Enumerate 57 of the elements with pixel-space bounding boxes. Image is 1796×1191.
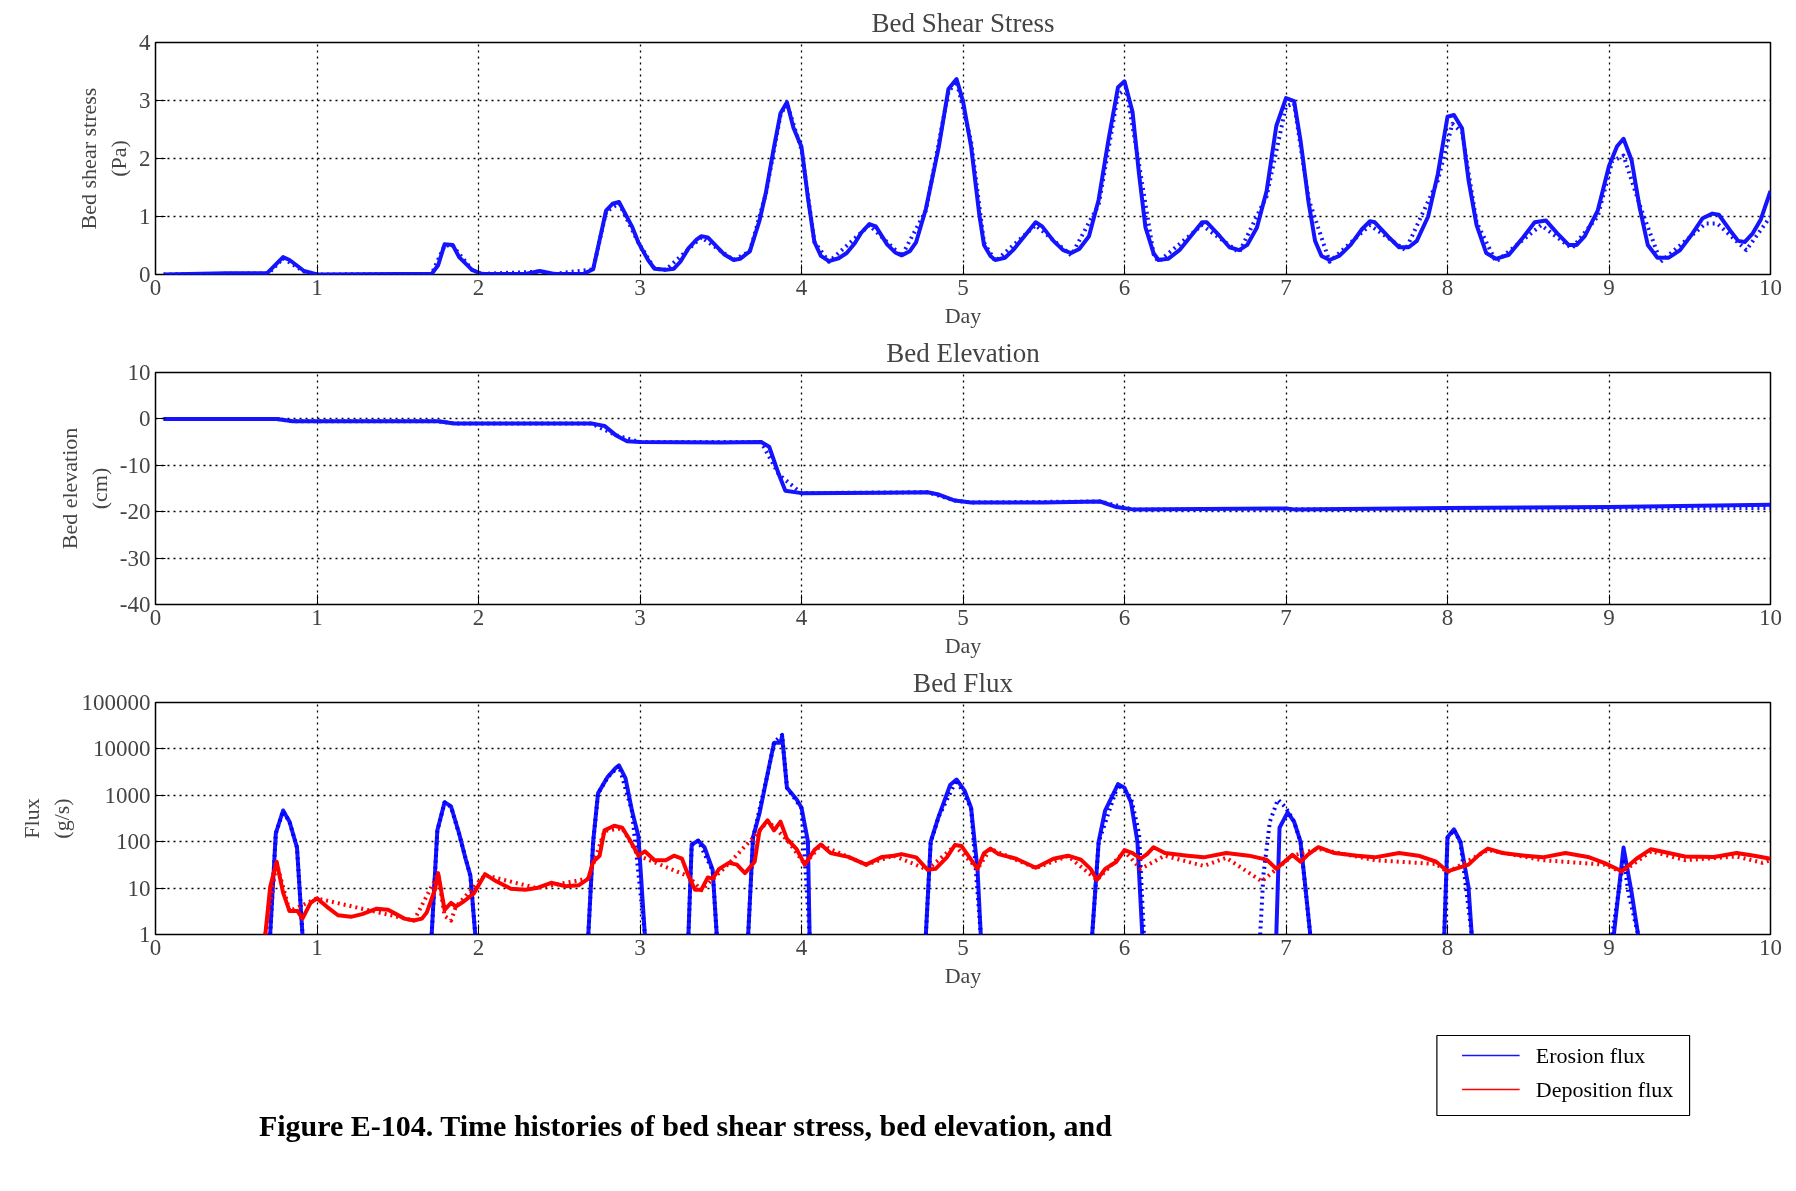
legend-label: Erosion flux <box>1535 1043 1646 1068</box>
x-tick-label: 3 <box>634 604 646 630</box>
x-tick-label: 3 <box>634 934 646 960</box>
x-tick-label: 9 <box>1603 934 1615 960</box>
x-tick-label: 4 <box>795 604 808 630</box>
chart-title: Bed Shear Stress <box>871 7 1055 38</box>
x-tick-label: 6 <box>1118 604 1131 630</box>
chart-title: Bed Elevation <box>886 337 1041 368</box>
x-tick-label: 9 <box>1603 604 1615 630</box>
y-tick-label: 2 <box>139 146 151 171</box>
x-axis-title: Day <box>944 962 982 988</box>
x-tick-label: 1 <box>311 604 323 630</box>
y-tick-label: -20 <box>119 499 151 525</box>
y-axis-title: Bed elevation (cm) <box>56 427 112 550</box>
x-tick-label: 8 <box>1441 934 1454 960</box>
y-axis-title: Bed shear stress (Pa) <box>76 87 131 230</box>
y-tick-label: -40 <box>119 592 151 617</box>
x-tick-label: 3 <box>634 274 646 300</box>
x-axis-title: Day <box>944 302 982 328</box>
x-tick-label: 10 <box>1759 934 1782 960</box>
x-tick-label: 4 <box>795 274 808 300</box>
y-tick-label: 0 <box>139 406 151 432</box>
x-tick-label: 5 <box>957 274 969 300</box>
x-tick-label: 6 <box>1118 934 1131 960</box>
y-tick-label: 100000 <box>81 690 151 715</box>
y-tick-label: 1000 <box>104 782 151 808</box>
x-tick-label: 9 <box>1603 274 1615 300</box>
y-tick-label: 3 <box>139 88 151 113</box>
y-tick-label: 1 <box>139 204 151 229</box>
x-tick-label: 5 <box>957 604 969 630</box>
y-tick-label: 4 <box>139 30 151 55</box>
x-tick-label: 6 <box>1118 274 1131 300</box>
y-tick-label: 100 <box>116 829 151 855</box>
x-axis-title: Day <box>944 632 982 658</box>
x-tick-label: 7 <box>1280 274 1292 300</box>
x-tick-label: 8 <box>1441 274 1454 300</box>
chart-title: Bed Flux <box>913 667 1014 698</box>
x-tick-label: 10 <box>1759 604 1782 630</box>
x-tick-label: 2 <box>472 604 485 630</box>
x-tick-label: 4 <box>795 934 808 960</box>
y-tick-label: 10 <box>127 875 151 901</box>
y-tick-label: 10 <box>127 360 151 385</box>
y-tick-label: 10000 <box>93 736 151 762</box>
y-axis-title: Flux (g/s) <box>18 798 74 839</box>
y-tick-label: -30 <box>119 545 151 571</box>
x-tick-label: 10 <box>1759 274 1782 300</box>
legend-label: Deposition flux <box>1535 1077 1674 1102</box>
x-tick-label: 2 <box>472 274 485 300</box>
x-tick-label: 8 <box>1441 604 1454 630</box>
x-tick-label: 5 <box>957 934 969 960</box>
x-tick-label: 7 <box>1280 934 1292 960</box>
x-tick-label: 1 <box>311 274 323 300</box>
x-tick-label: 7 <box>1280 604 1292 630</box>
y-tick-label: -10 <box>119 452 151 478</box>
x-tick-label: 1 <box>311 934 323 960</box>
text: Figure E-104. Time histories of bed shear stress, bed elevation, and <box>258 1109 1113 1142</box>
x-tick-label: 2 <box>472 934 485 960</box>
